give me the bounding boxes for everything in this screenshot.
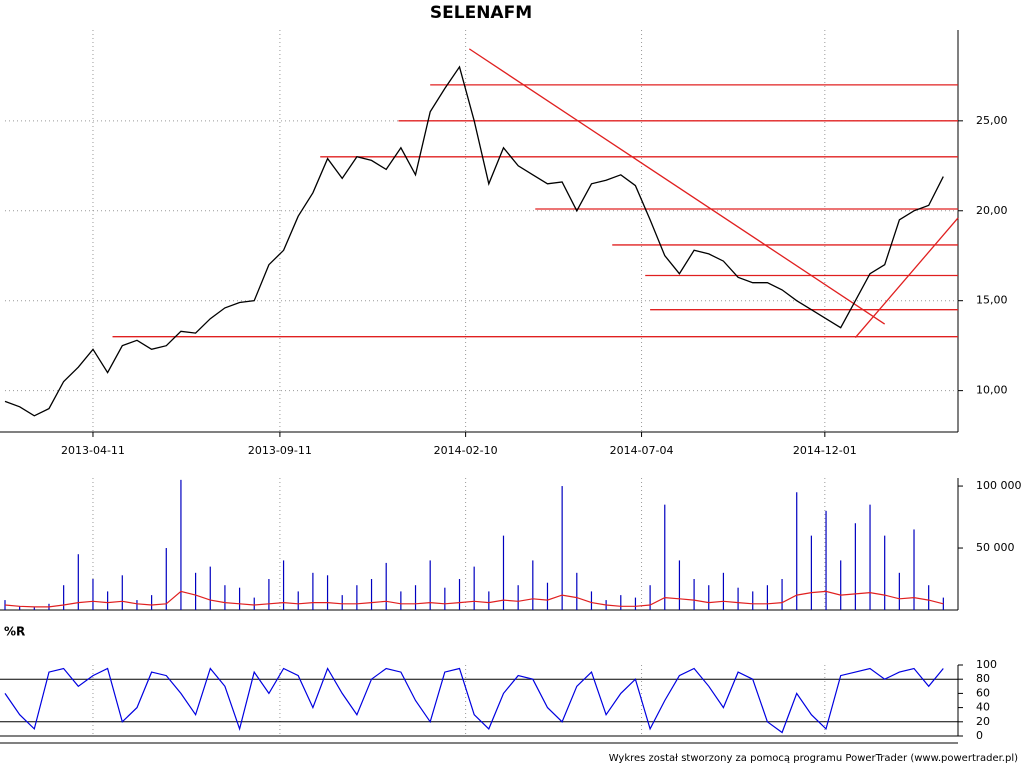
volume-bar — [312, 572, 314, 610]
volume-bar — [238, 587, 241, 610]
volume-bar — [796, 492, 798, 610]
volume-bar — [546, 582, 549, 610]
volume-bar — [942, 597, 944, 610]
volume-bar — [136, 600, 138, 610]
y-tick-label: 15,00 — [976, 294, 1008, 307]
x-tick-label: 2013-04-11 — [61, 444, 125, 457]
volume-bar — [678, 560, 681, 610]
y-tick-label: 50 000 — [976, 541, 1015, 554]
y-tick-label: 100 — [976, 658, 997, 671]
volume-bar — [722, 572, 725, 610]
volume-bar — [473, 566, 475, 610]
panel-title: %R — [4, 625, 25, 639]
volume-bar — [854, 523, 856, 610]
y-tick-label: 25,00 — [976, 114, 1008, 127]
volume-bar — [429, 560, 431, 610]
volume-bar — [282, 560, 285, 610]
volume-bar — [33, 607, 35, 610]
y-tick-label: 10,00 — [976, 384, 1008, 397]
volume-bar — [385, 562, 387, 610]
volume-bar — [693, 579, 695, 610]
volume-bar — [165, 548, 167, 610]
x-tick-label: 2013-09-11 — [248, 444, 312, 457]
volume-bar — [502, 535, 505, 610]
volume-bar — [634, 597, 637, 610]
price-line — [4, 65, 944, 417]
y-tick-label: 60 — [976, 686, 990, 699]
x-tick-label: 2014-07-04 — [610, 444, 674, 457]
oscillator-line — [4, 667, 944, 734]
volume-bar — [898, 572, 900, 610]
chart-title: SELENAFM — [430, 3, 532, 23]
volume-bar — [576, 572, 578, 610]
footer: Wykres został stworzony za pomocą progra… — [609, 753, 1018, 764]
volume-bar — [488, 591, 490, 610]
volume-bar — [107, 591, 109, 610]
y-tick-label: 20,00 — [976, 204, 1008, 217]
x-tick-label: 2014-02-10 — [434, 444, 498, 457]
volume-bar — [766, 585, 768, 610]
volume-bar — [444, 587, 446, 610]
volume-bar — [224, 585, 226, 610]
volume-bar — [708, 585, 710, 610]
volume-bar — [19, 606, 21, 610]
volume-bar — [561, 486, 563, 610]
volume-bar — [121, 575, 123, 610]
volume-bar — [253, 597, 255, 610]
volume-bar — [77, 554, 79, 610]
volume-bar — [180, 479, 182, 610]
volume-bar — [341, 595, 343, 610]
volume-bar — [928, 585, 930, 610]
volume-bar — [195, 572, 197, 610]
volume-bar — [63, 585, 65, 610]
volume-bar — [781, 579, 783, 610]
volume-bar — [356, 585, 358, 610]
volume-bar — [869, 504, 871, 610]
volume-bar — [151, 595, 153, 610]
volume-bar — [737, 587, 739, 610]
volume-bar — [209, 566, 211, 610]
volume-bar — [884, 535, 886, 610]
volume-bar — [664, 504, 666, 610]
y-tick-label: 0 — [976, 729, 983, 742]
y-tick-label: 80 — [976, 672, 990, 685]
volume-bar — [840, 560, 842, 610]
volume-bar — [414, 585, 417, 610]
trend-line — [854, 217, 959, 338]
volume-bar — [649, 585, 651, 610]
volume-bar — [590, 591, 593, 610]
trend-line — [468, 48, 886, 325]
y-tick-label: 40 — [976, 701, 990, 714]
volume-bar — [517, 585, 519, 610]
volume-bar — [268, 579, 270, 610]
volume-bar — [825, 510, 827, 610]
volume-bar — [458, 579, 461, 610]
volume-bar — [752, 591, 754, 610]
volume-bar — [326, 575, 329, 610]
volume-average — [4, 590, 944, 608]
volume-bar — [810, 535, 812, 610]
volume-bar — [620, 595, 622, 610]
volume-bar — [92, 579, 94, 610]
volume-bar — [400, 591, 402, 610]
y-tick-label: 100 000 — [976, 479, 1022, 492]
x-tick-label: 2014-12-01 — [793, 444, 857, 457]
y-tick-label: 20 — [976, 715, 990, 728]
volume-bar — [297, 591, 299, 610]
volume-bar — [913, 529, 915, 610]
volume-bar — [370, 579, 373, 610]
volume-bar — [532, 560, 534, 610]
